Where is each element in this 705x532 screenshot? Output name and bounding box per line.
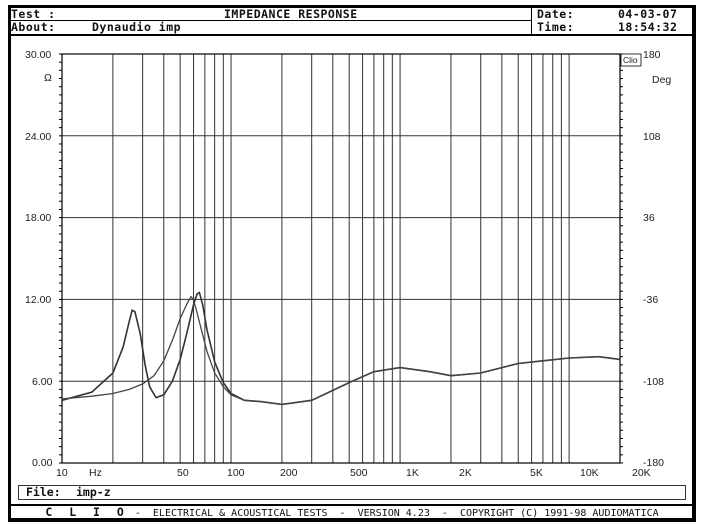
- about-value: Dynaudio imp: [92, 20, 182, 34]
- right-unit-deg: Deg: [652, 74, 672, 86]
- y2-tick-108: 108: [643, 131, 661, 143]
- y-tick-18: 18.00: [25, 212, 52, 224]
- clio-brand: C L I O: [45, 505, 129, 519]
- x-tick-20k: 20K: [632, 467, 651, 479]
- time-value: 18:54:32: [618, 20, 678, 34]
- file-info-box: File: imp-z: [18, 485, 686, 500]
- y2-tick-180: 180: [643, 49, 661, 61]
- header-bottom-rule: [11, 34, 693, 36]
- x-tick-5k: 5K: [530, 467, 543, 479]
- clio-window: [8, 5, 696, 522]
- x-tick-200: 200: [280, 467, 298, 479]
- about-label: About:: [11, 20, 56, 34]
- clio-logo-box: [620, 53, 642, 67]
- x-tick-100: 100: [227, 467, 245, 479]
- x-tick-500: 500: [350, 467, 368, 479]
- date-value: 04-03-07: [618, 7, 678, 21]
- x-tick-1k: 1K: [406, 467, 419, 479]
- axis-minor-ticks: [59, 53, 623, 464]
- file-label: File:: [26, 485, 61, 499]
- x-tick-10k: 10K: [580, 467, 599, 479]
- footer-text: - ELECTRICAL & ACOUSTICAL TESTS - VERSIO…: [128, 508, 659, 519]
- y-tick-0: 0.00: [32, 457, 53, 469]
- file-name: imp-z: [76, 485, 111, 499]
- status-footer: C L I O - ELECTRICAL & ACOUSTICAL TESTS …: [11, 505, 693, 519]
- y2-tick-minus36: -36: [643, 294, 659, 306]
- plot-border: [61, 53, 621, 464]
- header-divider: [531, 8, 532, 35]
- date-label: Date:: [537, 7, 575, 21]
- impedance-curve-a: [61, 291, 621, 406]
- y-tick-30: 30.00: [25, 49, 52, 61]
- y2-tick-minus180: -180: [643, 457, 665, 469]
- chart-title: IMPEDANCE RESPONSE: [224, 7, 358, 21]
- y2-tick-minus108: -108: [643, 376, 665, 388]
- test-label: Test :: [11, 7, 56, 21]
- footer-rule: [11, 504, 693, 506]
- header-top-rule: [11, 20, 531, 21]
- clio-logo: Clio: [623, 55, 638, 65]
- left-unit-ohm: Ω: [44, 72, 52, 84]
- y-tick-24: 24.00: [25, 131, 52, 143]
- y2-tick-36: 36: [643, 212, 655, 224]
- x-unit-hz: Hz: [89, 467, 102, 479]
- x-tick-2k: 2K: [459, 467, 472, 479]
- y-tick-6: 6.00: [32, 376, 53, 388]
- x-tick-50: 50: [177, 467, 189, 479]
- y-tick-12: 12.00: [25, 294, 52, 306]
- time-label: Time:: [537, 20, 575, 34]
- plot-grid: [62, 54, 620, 463]
- impedance-curve-b: [61, 295, 621, 406]
- x-tick-10: 10: [56, 467, 68, 479]
